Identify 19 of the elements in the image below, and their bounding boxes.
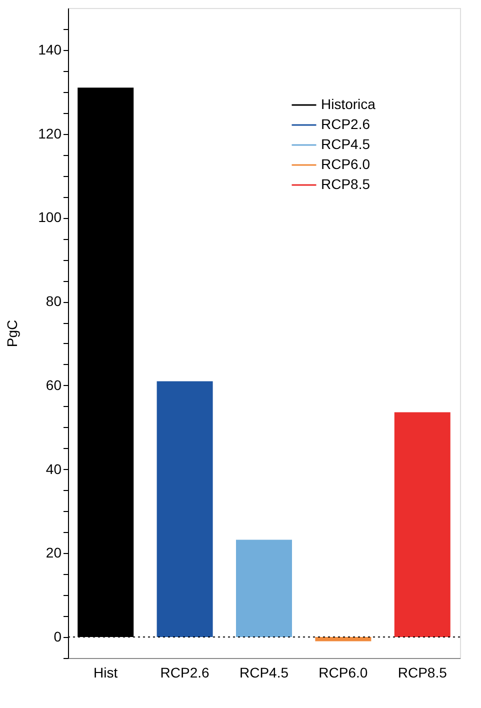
y-tick-label: 120 (38, 125, 62, 142)
legend-label: Historica (321, 96, 376, 112)
y-tick-label: 140 (38, 41, 62, 58)
x-tick-label: Hist (94, 664, 118, 680)
legend-label: RCP2.6 (321, 116, 370, 132)
y-tick-label: 100 (38, 209, 62, 226)
legend-label: RCP6.0 (321, 156, 370, 172)
y-tick-label: 40 (46, 460, 62, 477)
y-tick-label: 60 (46, 376, 62, 393)
y-axis-title: PgC (4, 320, 20, 348)
y-tick-label: 0 (54, 628, 62, 645)
legend-label: RCP8.5 (321, 176, 370, 192)
x-tick-label: RCP8.5 (398, 664, 448, 680)
x-tick-label: RCP4.5 (239, 664, 289, 680)
y-tick-label: 80 (46, 293, 62, 310)
x-tick-label: RCP2.6 (160, 664, 210, 680)
y-tick-label: 20 (46, 544, 62, 561)
x-tick-label: RCP6.0 (318, 664, 368, 680)
legend-label: RCP4.5 (321, 136, 370, 152)
